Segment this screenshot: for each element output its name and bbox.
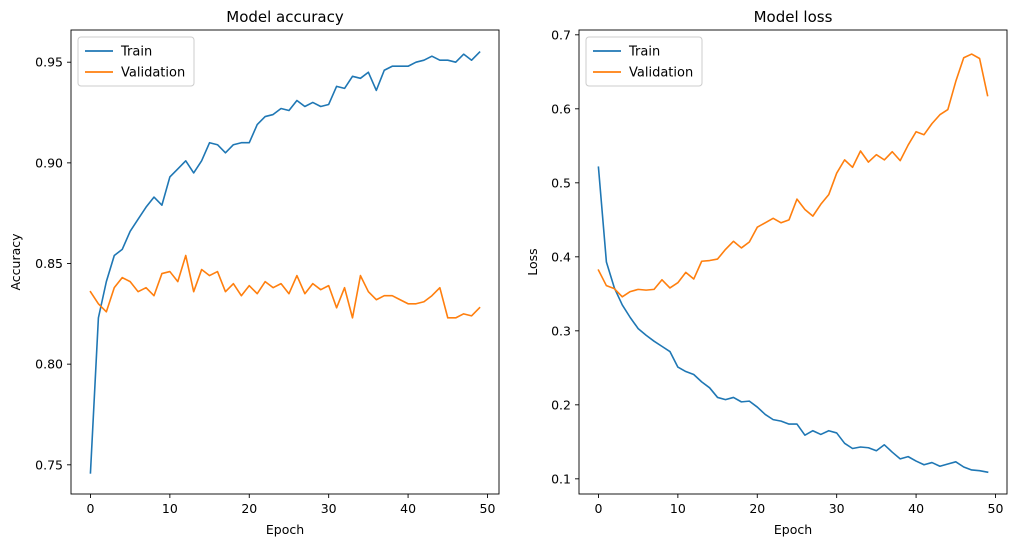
loss-x-tick-label: 20 [749, 501, 765, 516]
loss-y-tick-label: 0.4 [551, 249, 571, 264]
accuracy-legend-label-train: Train [120, 45, 152, 60]
accuracy-series-train-line [89, 51, 481, 474]
loss-x-tick-label: 0 [594, 501, 602, 516]
loss-y-tick-label: 0.5 [551, 175, 571, 190]
accuracy-x-tick-label: 30 [321, 501, 337, 516]
loss-legend [585, 36, 703, 87]
loss-y-tick-label: 0.6 [551, 101, 571, 116]
accuracy-x-tick-label: 50 [480, 501, 496, 516]
loss-x-tick-label: 50 [988, 501, 1004, 516]
accuracy-panel: 0 10 20 30 40 50 0.75 0.80 0.85 0.90 0.95 Model acc… [8, 8, 500, 537]
accuracy-y-tick-label: 0.90 [35, 155, 63, 170]
loss-axes-frame [578, 29, 1008, 495]
loss-x-tick-label: 10 [670, 501, 686, 516]
loss-y-tick-label: 0.2 [551, 397, 571, 412]
accuracy-x-tick-label: 10 [162, 501, 178, 516]
accuracy-y-tick-label: 0.85 [35, 256, 63, 271]
accuracy-y-tick-label: 0.80 [35, 357, 63, 372]
accuracy-legend-label-validation: Validation [121, 66, 185, 81]
accuracy-y-tick-label: 0.75 [35, 457, 63, 472]
loss-legend-label-validation: Validation [629, 66, 693, 81]
accuracy-axes-frame [70, 29, 500, 495]
accuracy-y-axis-label: Accuracy [8, 233, 23, 291]
loss-chart-title: Model loss [754, 8, 833, 26]
accuracy-legend [77, 36, 195, 87]
loss-y-tick-label: 0.1 [551, 471, 571, 486]
accuracy-series-validation-line [89, 254, 481, 319]
loss-series-train-line [597, 166, 989, 474]
accuracy-x-tick-label: 40 [400, 501, 416, 516]
accuracy-chart-title: Model accuracy [226, 8, 344, 26]
loss-series-validation-line [597, 53, 989, 298]
loss-x-axis-label: Epoch [774, 522, 812, 537]
accuracy-x-tick-label: 20 [241, 501, 257, 516]
accuracy-y-tick-label: 0.95 [35, 55, 63, 70]
accuracy-x-tick-label: 0 [86, 501, 94, 516]
loss-x-tick-label: 30 [829, 501, 845, 516]
loss-y-tick-label: 0.7 [551, 27, 571, 42]
loss-y-axis-label: Loss [525, 248, 540, 275]
accuracy-x-axis-label: Epoch [266, 522, 304, 537]
loss-x-tick-label: 40 [908, 501, 924, 516]
loss-legend-label-train: Train [628, 45, 660, 60]
loss-panel: 0 10 20 30 40 50 0.1 0.2 0.3 0.4 0.5 0.6 0.7 Model lo… [525, 8, 1008, 537]
loss-y-tick-label: 0.3 [551, 323, 571, 338]
